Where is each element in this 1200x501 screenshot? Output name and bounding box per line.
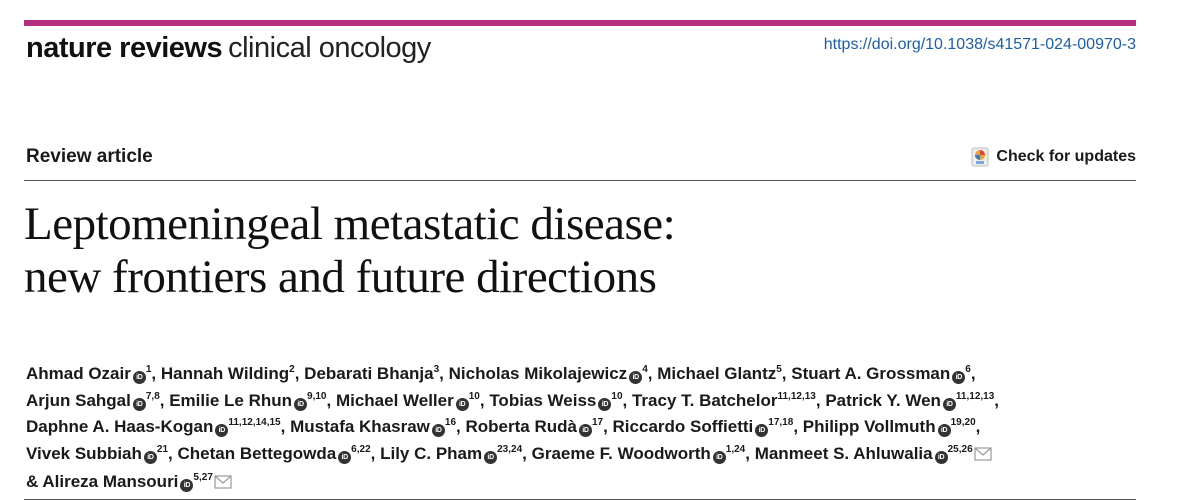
orcid-icon[interactable]: iD (294, 397, 308, 411)
author-name[interactable]: Vivek Subbiah (26, 443, 142, 463)
orcid-icon[interactable]: iD (952, 371, 966, 384)
affiliation-marker: 11,12,13 (777, 390, 816, 402)
check-for-updates-icon (971, 147, 989, 167)
affiliation-marker: 10 (468, 390, 480, 402)
author-name[interactable]: Michael Glantz (657, 364, 777, 383)
article-type-label: Review article (26, 146, 153, 167)
orcid-icon[interactable]: iD (143, 450, 157, 464)
affiliation-marker: 5,27 (193, 472, 213, 483)
doi-link[interactable]: https://doi.org/10.1038/s41571-024-00970… (823, 36, 1136, 53)
check-for-updates-label: Check for updates (996, 148, 1136, 165)
affiliation-marker: 6 (965, 364, 971, 375)
orcid-icon[interactable]: iD (934, 450, 948, 464)
affiliation-marker: 1,24 (725, 443, 746, 455)
author-name[interactable]: Philipp Vollmuth (802, 417, 936, 436)
email-icon[interactable] (214, 471, 232, 498)
check-for-updates-button[interactable]: Check for updates (971, 147, 1136, 167)
author-line: Ahmad Ozair iD1, Hannah Wilding2, Debarat… (26, 364, 976, 384)
orcid-icon[interactable]: iD (755, 424, 769, 437)
affiliation-marker: 21 (156, 443, 169, 455)
affiliation-marker: 7,8 (145, 390, 160, 402)
header-divider (24, 180, 1136, 181)
orcid-icon[interactable]: iD (132, 397, 146, 411)
author-name[interactable]: Alireza Mansouri (42, 472, 179, 491)
journal-logo: nature reviews clinical oncology (26, 30, 431, 66)
author-list: Ahmad Ozair iD1, Hannah Wilding2, Debarat… (26, 361, 1156, 498)
author-name[interactable]: Debarati Bhanja (304, 364, 434, 383)
bottom-divider (24, 499, 1136, 500)
author-line: Daphne A. Haas-Kogan iD11,12,14,15, Musta… (26, 417, 981, 437)
title-line-2: new frontiers and future directions (24, 251, 657, 303)
orcid-icon[interactable]: iD (431, 424, 445, 437)
author-name[interactable]: Tracy T. Batchelor (631, 390, 778, 410)
affiliation-marker: 10 (611, 390, 623, 402)
author-name[interactable]: Daphne A. Haas-Kogan (26, 417, 214, 436)
affiliation-marker: 25,26 (947, 443, 973, 455)
orcid-icon[interactable]: iD (338, 450, 352, 464)
affiliation-marker: 23,24 (497, 443, 523, 455)
orcid-icon[interactable]: iD (598, 397, 612, 411)
author-name[interactable]: Patrick Y. Wen (825, 390, 941, 410)
email-icon[interactable] (974, 443, 992, 470)
author-name[interactable]: Mustafa Khasraw (290, 417, 430, 436)
affiliation-marker: 11,12,14,15 (228, 417, 281, 428)
affiliation-marker: 16 (444, 417, 457, 428)
author-name[interactable]: Arjun Sahgal (26, 390, 131, 410)
affiliation-marker: 19,20 (950, 417, 976, 428)
orcid-icon[interactable]: iD (937, 424, 951, 437)
affiliation-marker: 1 (145, 364, 152, 375)
affiliation-marker: 6,22 (351, 443, 371, 455)
orcid-icon[interactable]: iD (132, 371, 146, 384)
orcid-icon[interactable]: iD (942, 397, 956, 411)
author-name[interactable]: Emilie Le Rhun (169, 390, 293, 410)
orcid-icon[interactable]: iD (484, 450, 498, 464)
affiliation-marker: 17 (591, 417, 604, 428)
author-name[interactable]: Graeme F. Woodworth (531, 443, 711, 463)
orcid-icon[interactable]: iD (455, 397, 469, 411)
affiliation-marker: 5 (776, 364, 782, 375)
author-name[interactable]: Hannah Wilding (160, 364, 290, 383)
author-name[interactable]: Lily C. Pham (380, 443, 483, 463)
author-name[interactable]: Nicholas Mikolajewicz (448, 364, 628, 383)
author-name[interactable]: Chetan Bettegowda (177, 443, 337, 463)
author-name[interactable]: Michael Weller (335, 390, 454, 410)
orcid-icon[interactable]: iD (629, 371, 643, 384)
author-name[interactable]: Tobias Weiss (489, 390, 597, 410)
affiliation-marker: 4 (642, 364, 648, 375)
author-name[interactable]: Stuart A. Grossman (791, 364, 951, 383)
affiliation-marker: 3 (433, 364, 440, 375)
affiliation-marker: 2 (289, 364, 295, 375)
author-line: & Alireza Mansouri iD5,27 (26, 469, 1156, 498)
author-name[interactable]: Ahmad Ozair (26, 364, 131, 383)
journal-accent-bar (24, 20, 1136, 26)
affiliation-marker: 9,10 (307, 390, 327, 402)
journal-name-bold: nature reviews (26, 32, 223, 64)
affiliation-marker: 17,18 (768, 417, 794, 428)
journal-name-light: clinical oncology (228, 32, 431, 64)
orcid-icon[interactable]: iD (180, 479, 194, 492)
author-name[interactable]: Roberta Rudà (465, 417, 577, 436)
author-name[interactable]: Riccardo Soffietti (612, 417, 754, 436)
author-name[interactable]: Manmeet S. Ahluwalia (754, 443, 933, 463)
orcid-icon[interactable]: iD (578, 424, 592, 437)
orcid-icon[interactable]: iD (712, 450, 726, 464)
title-line-1: Leptomeningeal metastatic disease: (24, 198, 676, 250)
author-line: Arjun Sahgal iD7,8, Emilie Le Rhun iD9,10,… (26, 390, 1000, 411)
affiliation-marker: 11,12,13 (955, 390, 995, 402)
orcid-icon[interactable]: iD (215, 424, 229, 437)
author-line: Vivek Subbiah iD21, Chetan Bettegowda iD6,… (26, 441, 1156, 470)
article-title: Leptomeningeal metastatic disease: new f… (24, 198, 1164, 304)
